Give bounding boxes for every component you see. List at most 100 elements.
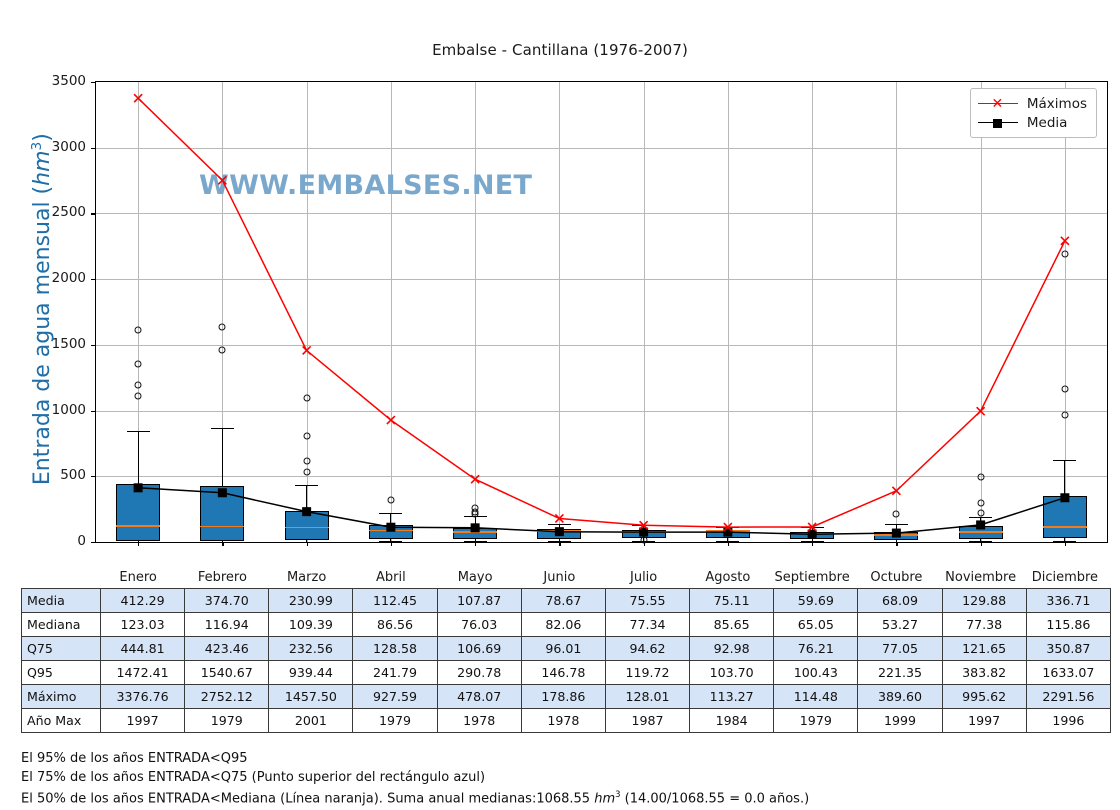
page-title: Embalse - Cantillana (1976-2007): [432, 41, 688, 59]
table-cell: 290.78: [436, 660, 522, 685]
series-marker-square: [723, 527, 733, 537]
footnote-q75: El 75% de los años ENTRADA<Q75 (Punto su…: [21, 770, 486, 785]
series-marker-square: [639, 527, 649, 537]
series-marker-square: [1060, 493, 1070, 503]
x-tick-mark: [643, 542, 645, 546]
table-cell: 178.86: [520, 684, 606, 709]
boxplot-outlier: [1061, 250, 1069, 258]
y-tick-label: 2000: [51, 270, 86, 287]
x-tick-mark: [896, 542, 898, 546]
y-tick-label: 1500: [51, 335, 86, 352]
grid-line-vertical: [896, 82, 898, 542]
boxplot-median-line: [958, 531, 1003, 533]
grid-line-horizontal: [96, 213, 1107, 215]
table-cell: 1540.67: [184, 660, 270, 685]
grid-line-vertical: [812, 82, 814, 542]
boxplot-whisker: [390, 539, 392, 542]
table-cell: 100.43: [773, 660, 859, 685]
boxplot-outlier: [303, 457, 311, 465]
legend-item-media: Media: [977, 113, 1087, 132]
table-cell: 59.69: [773, 588, 859, 613]
boxplot-whisker: [1064, 538, 1066, 542]
grid-line-vertical: [222, 82, 224, 542]
boxplot-cap: [1053, 459, 1077, 462]
table-cell: 86.56: [352, 612, 438, 637]
table-cell: 336.71: [1025, 588, 1112, 613]
table-cell: 129.88: [941, 588, 1027, 613]
series-marker-square: [554, 527, 564, 537]
boxplot-cap: [800, 541, 824, 543]
grid-line-horizontal: [96, 147, 1107, 149]
table-cell: 128.58: [352, 636, 438, 661]
table-cell: 374.70: [184, 588, 270, 613]
boxplot-median-line: [116, 525, 161, 527]
series-marker-x: [302, 345, 312, 356]
table-cell: 2752.12: [184, 684, 270, 709]
series-marker-square: [302, 507, 312, 517]
boxplot-whisker: [221, 541, 223, 542]
table-cell: 115.86: [1025, 612, 1112, 637]
table-cell: 77.34: [604, 612, 691, 637]
x-tick-mark: [980, 542, 982, 546]
boxplot-outlier: [1061, 385, 1069, 393]
series-marker-square: [976, 520, 986, 530]
boxplot-outlier: [218, 323, 226, 331]
boxplot-cap: [1053, 541, 1077, 543]
series-marker-x: [470, 474, 480, 484]
boxplot-cap: [884, 541, 908, 543]
x-tick-mark: [390, 542, 393, 546]
y-tick-label: 0: [77, 533, 86, 549]
table-cell: 1979: [352, 708, 438, 733]
table-cell: 423.46: [184, 636, 270, 661]
boxplot-cap: [379, 541, 403, 543]
series-marker-x: [554, 513, 564, 524]
table-cell: 65.05: [773, 612, 859, 637]
x-tick-label: Diciembre: [1031, 570, 1099, 585]
boxplot-whisker: [980, 539, 982, 542]
series-marker-square: [470, 523, 480, 533]
table-cell: 350.87: [1025, 636, 1112, 661]
table-cell: 1978: [436, 708, 522, 733]
table-cell: 146.78: [520, 660, 606, 685]
table-row: Máximo 3376.76 2752.12 1457.50 927.59 478.07 1…: [21, 684, 1112, 709]
table-cell: 1999: [857, 708, 943, 733]
table-cell: 1997: [99, 708, 186, 733]
table-cell: 77.05: [857, 636, 943, 661]
y-tick-mark: [91, 82, 95, 84]
x-tick-label: Febrero: [197, 570, 247, 585]
table-cell: 119.72: [604, 660, 691, 685]
y-tick-label: 3000: [51, 138, 86, 155]
boxplot-outlier: [977, 509, 985, 517]
table-cell: 77.38: [941, 612, 1027, 637]
table-row: Q95 1472.41 1540.67 939.44 241.79 290.78 146.7…: [21, 660, 1112, 685]
boxplot-cap: [295, 484, 319, 487]
legend-label-maximos: Máximos: [1026, 95, 1087, 112]
boxplot-cap: [463, 541, 487, 543]
table-cell: 927.59: [352, 684, 438, 709]
table-cell: 2001: [268, 708, 354, 733]
table-cell: 478.07: [436, 684, 522, 709]
table-cell: 109.39: [268, 612, 354, 637]
table-cell: 78.67: [520, 588, 606, 613]
table-cell: 241.79: [352, 660, 438, 685]
table-row: Mediana 123.03 116.94 109.39 86.56 76.03 82.06…: [21, 612, 1112, 637]
table-row: Media 412.29 374.70 230.99 112.45 107.87 78.67…: [21, 588, 1112, 613]
legend: ✕ Máximos Media: [969, 88, 1097, 138]
boxplot-outlier: [1061, 411, 1069, 419]
table-cell: 103.70: [689, 660, 775, 685]
table-cell: 96.01: [520, 636, 606, 661]
y-tick-mark: [91, 213, 95, 215]
y-tick-label: 500: [60, 467, 86, 484]
table-cell: 75.11: [689, 588, 775, 613]
x-tick-mark: [138, 542, 140, 546]
watermark: WWW.EMBALSES.NET: [199, 170, 533, 201]
boxplot-whisker: [895, 523, 897, 532]
grid-line-vertical: [306, 82, 308, 542]
table-row-label: Año Max: [21, 708, 101, 733]
boxplot-cap: [379, 512, 403, 515]
boxplot-cap: [126, 430, 150, 433]
y-tick-label: 3500: [51, 73, 86, 89]
boxplot-whisker: [221, 427, 223, 487]
legend-label-media: Media: [1026, 114, 1068, 131]
boxplot-whisker: [474, 538, 476, 542]
